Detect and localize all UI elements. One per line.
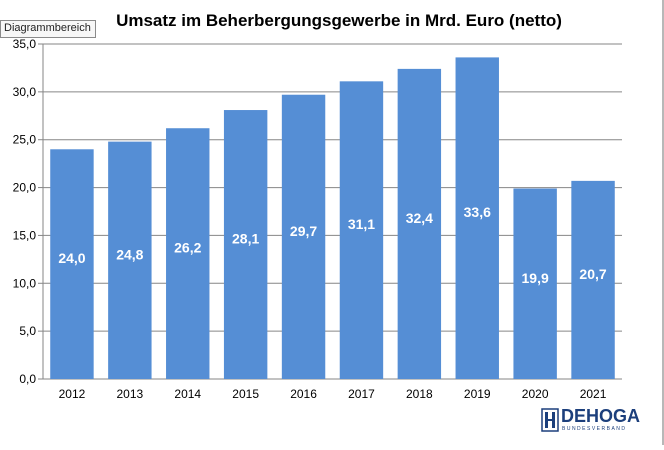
data-labels: 24,0 24,8 26,2 28,1 29,7 31,1 32,4 33,6 19,9 20,7: [58, 204, 607, 286]
x-axis-ticks: 2012 2013 2014 2015 2016 2017 2018 2019 2020 2021: [59, 387, 607, 401]
data-label: 33,6: [464, 204, 491, 220]
data-label: 32,4: [406, 210, 433, 226]
bars: [50, 57, 615, 380]
x-tick-label: 2020: [522, 387, 549, 401]
x-tick-label: 2013: [116, 387, 143, 401]
data-label: 31,1: [348, 216, 375, 232]
data-label: 20,7: [579, 266, 606, 282]
logo-name: DEHOGA: [561, 406, 641, 426]
x-tick-label: 2017: [348, 387, 375, 401]
y-axis-ticks: 0,0 5,0 10,0 15,0 20,0 25,0 30,0 35,0: [13, 37, 43, 386]
y-tick-label: 0,0: [19, 372, 36, 386]
y-tick-label: 5,0: [19, 324, 36, 338]
frame-border: [662, 0, 664, 445]
bar-2020: [513, 188, 557, 379]
dehoga-emblem-icon: [541, 408, 559, 432]
data-label: 29,7: [290, 223, 317, 239]
bar-2017: [339, 81, 384, 379]
dehoga-logo: DEHOGA BUNDESVERBAND: [541, 406, 651, 434]
bar-2013: [108, 141, 152, 379]
bar-2016: [281, 94, 326, 379]
x-tick-label: 2014: [174, 387, 201, 401]
data-label: 24,0: [58, 250, 85, 266]
data-label: 28,1: [232, 231, 259, 247]
bar-2014: [166, 128, 210, 379]
x-tick-label: 2015: [232, 387, 259, 401]
chart-title: Umsatz im Beherbergungsgewerbe in Mrd. E…: [116, 11, 562, 30]
y-tick-label: 15,0: [13, 228, 37, 242]
bar-2018: [397, 68, 442, 379]
x-tick-label: 2018: [406, 387, 433, 401]
data-label: 24,8: [116, 246, 143, 262]
x-tick-label: 2021: [580, 387, 607, 401]
bar-2012: [50, 149, 94, 379]
bar-2019: [455, 57, 499, 380]
data-label: 19,9: [522, 270, 549, 286]
x-tick-label: 2019: [464, 387, 491, 401]
y-tick-label: 10,0: [13, 276, 37, 290]
tooltip: Diagrammbereich: [0, 20, 96, 38]
data-label: 26,2: [174, 240, 201, 256]
logo-subtitle: BUNDESVERBAND: [562, 426, 627, 432]
y-tick-label: 30,0: [13, 85, 37, 99]
x-tick-label: 2016: [290, 387, 317, 401]
x-tick-label: 2012: [59, 387, 86, 401]
y-tick-label: 25,0: [13, 133, 37, 147]
bar-2021: [571, 180, 615, 379]
y-tick-label: 20,0: [13, 181, 37, 195]
bar-2015: [223, 110, 268, 380]
y-tick-label: 35,0: [13, 37, 37, 51]
